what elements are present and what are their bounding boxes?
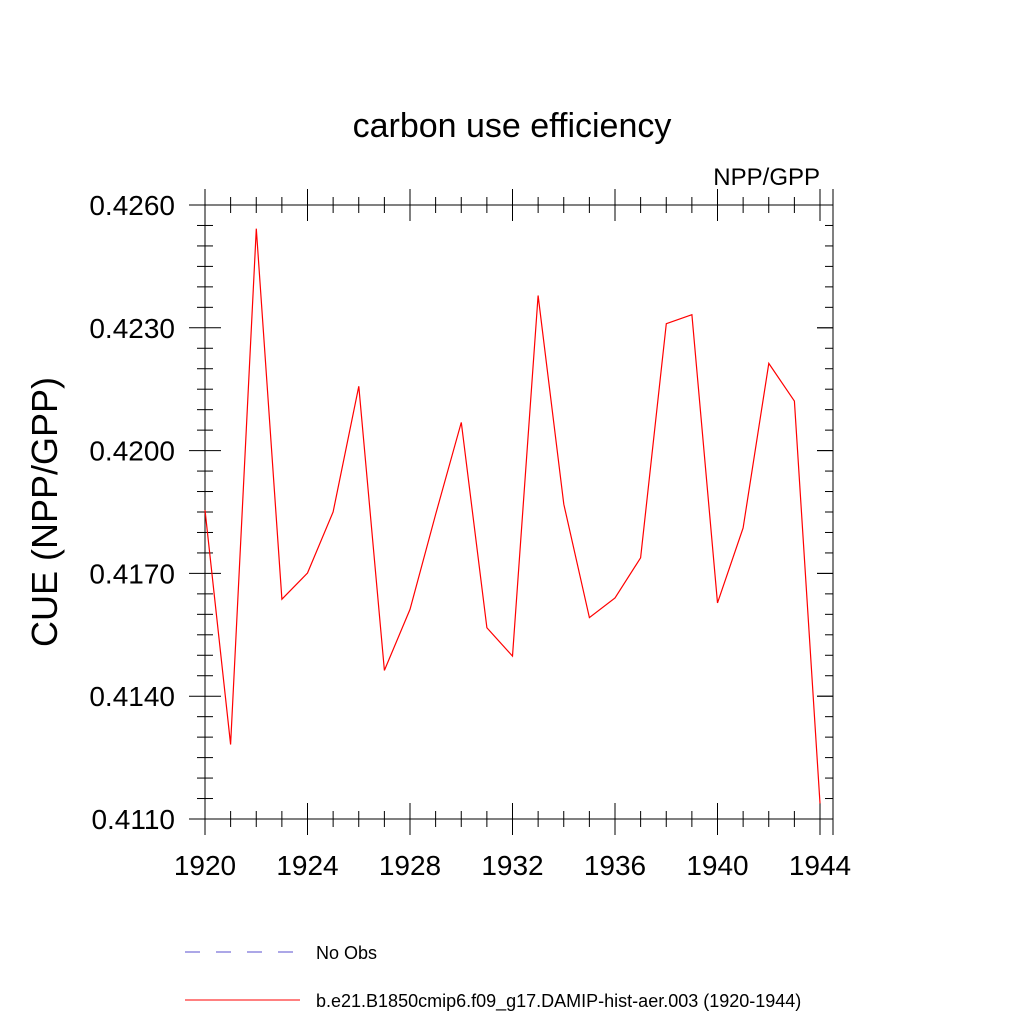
x-tick-label: 1936 [584,850,646,881]
y-tick-label: 0.4200 [89,436,175,467]
x-tick-label: 1928 [379,850,441,881]
series-line-0 [204,228,821,804]
x-tick-label: 1920 [174,850,236,881]
y-axis-label: CUE (NPP/GPP) [24,377,65,647]
legend-label-0: No Obs [316,943,377,963]
legend: No Obs b.e21.B1850cmip6.f09_g17.DAMIP-his… [185,943,801,1012]
y-tick-label: 0.4230 [89,313,175,344]
y-tick-label: 0.4260 [89,190,175,221]
chart-subtitle: NPP/GPP [713,164,820,191]
x-tick-label: 1944 [789,850,851,881]
x-tick-label: 1924 [276,850,338,881]
x-axis: 1920 1924 1928 1932 1936 1940 1944 [174,189,851,881]
x-tick-label: 1940 [686,850,748,881]
y-tick-label: 0.4110 [91,804,175,835]
chart-title: carbon use efficiency [353,107,672,145]
plot-area [189,189,834,835]
y-tick-label: 0.4140 [89,681,175,712]
y-tick-label: 0.4170 [89,558,175,589]
x-tick-label: 1932 [481,850,543,881]
y-axis: 0.4110 0.4140 0.4170 0.4200 0.4230 0.4260 [89,190,833,835]
series-layer [204,228,821,804]
legend-label-1: b.e21.B1850cmip6.f09_g17.DAMIP-hist-aer.… [316,991,801,1012]
